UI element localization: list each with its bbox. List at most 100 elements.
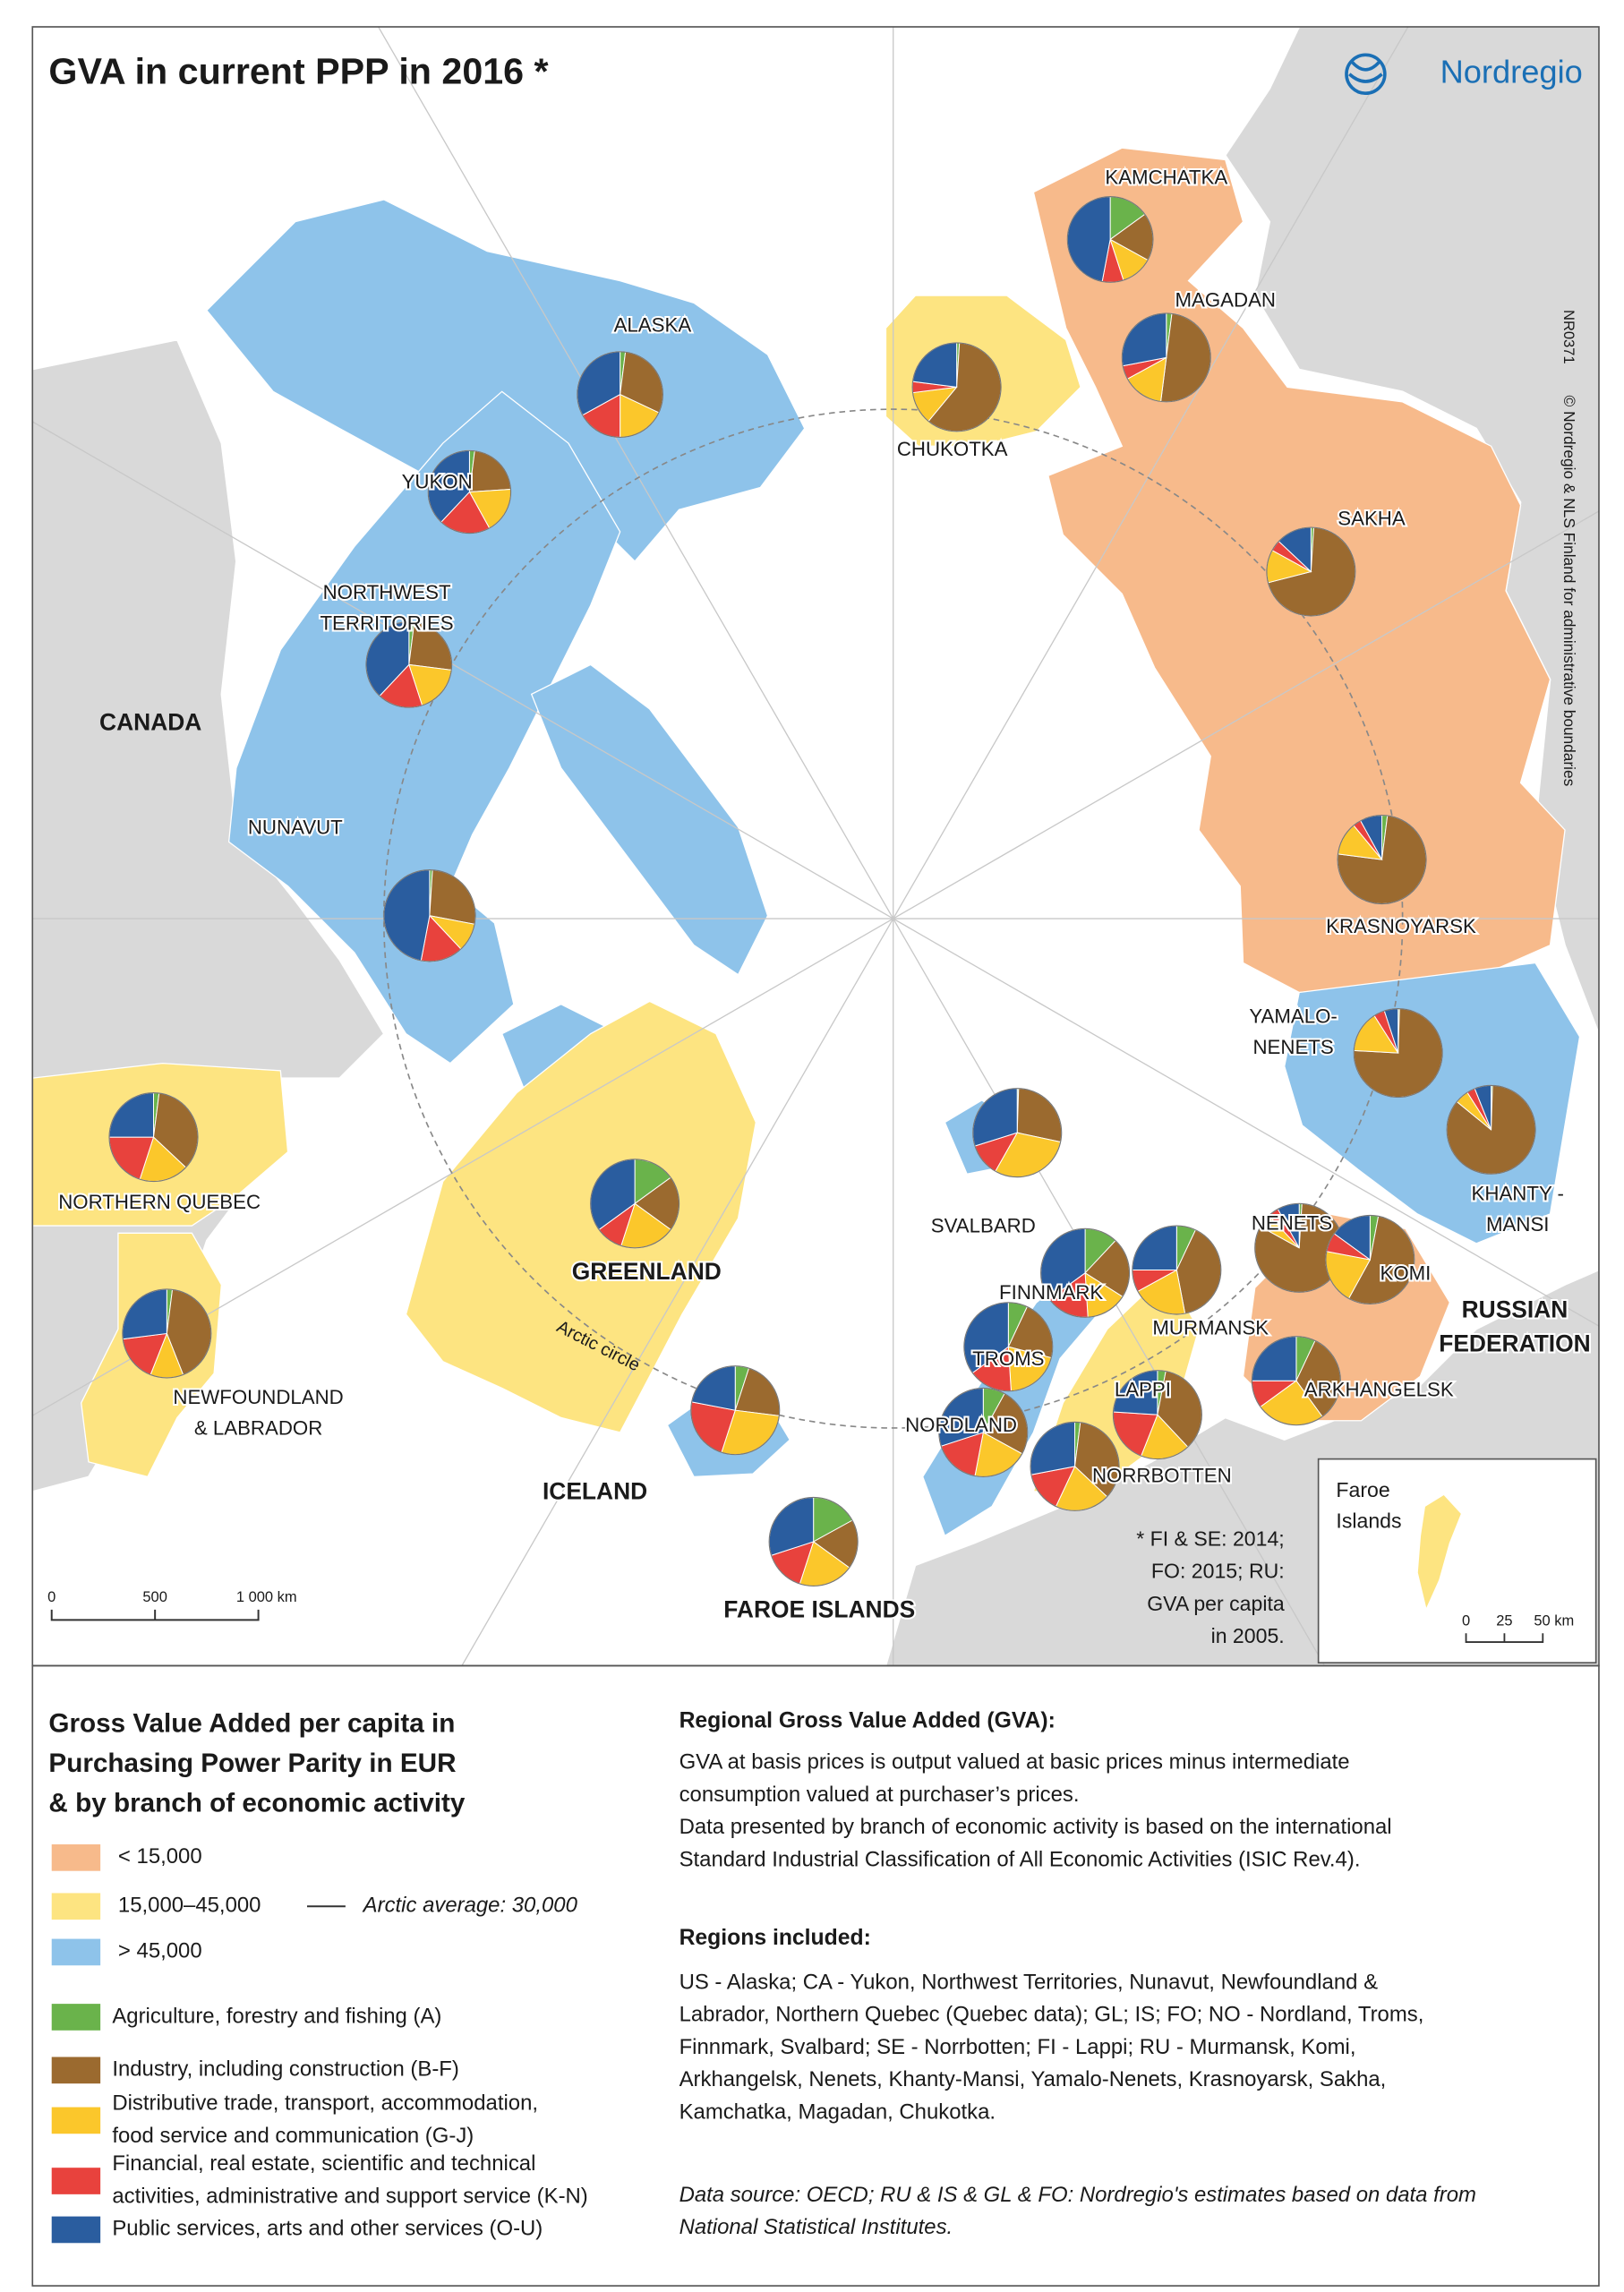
- legend-label: 15,000–45,000: [118, 1894, 261, 1918]
- pie-outline: [690, 1365, 781, 1456]
- pie-outline: [1112, 1370, 1202, 1460]
- pie-outline: [1132, 1225, 1222, 1315]
- footnote: FO: 2015; RU:: [1151, 1560, 1285, 1583]
- pie-outline: [911, 342, 1002, 432]
- region-label: YAMALO-: [1249, 1005, 1338, 1027]
- country-label: CANADA: [99, 708, 201, 735]
- inset-scale-label: 0: [1462, 1612, 1470, 1629]
- region-label: NORTHERN QUEBEC: [58, 1191, 261, 1213]
- inset-frame: [1317, 1458, 1597, 1664]
- legend-title: & by branch of economic activity: [48, 1788, 465, 1817]
- region-label: ARKHANGELSK: [1304, 1379, 1454, 1401]
- scale-label: 1 000 km: [236, 1589, 297, 1605]
- region-label: NENETS: [1252, 1211, 1332, 1234]
- region-label: NORDLAND: [905, 1414, 1017, 1436]
- region-label: NUNAVUT: [248, 816, 343, 838]
- region-label: & LABRADOR: [194, 1417, 322, 1440]
- pie-outline: [383, 869, 476, 962]
- pie-outline: [768, 1496, 859, 1587]
- legend-swatch: [51, 1938, 101, 1966]
- region-label: NEWFOUNDLAND: [173, 1386, 343, 1408]
- pie-outline: [108, 1092, 199, 1183]
- region-label: NORTHWEST: [323, 581, 451, 603]
- legend-title: Purchasing Power Parity in EUR: [48, 1749, 456, 1778]
- meridian: [32, 421, 894, 919]
- legend-swatch: [51, 2168, 101, 2194]
- pie-outline: [1353, 1008, 1443, 1099]
- content: GVA in current PPP in 2016 * Nordregio NR0…: [47, 51, 1593, 2244]
- legend-swatch: [51, 1844, 101, 1871]
- legend-swatch: [51, 2057, 101, 2084]
- pie-outline: [963, 1302, 1054, 1392]
- paragraph: US - Alaska; CA - Yukon, Northwest Terri…: [680, 1970, 1378, 1994]
- paragraph: GVA at basis prices is output valued at …: [680, 1750, 1350, 1775]
- region-area: [1416, 1493, 1463, 1612]
- paragraph: Labrador, Northern Quebec (Quebec data);…: [680, 2003, 1424, 2027]
- legend-label: Arctic average: 30,000: [362, 1894, 578, 1918]
- region-label: FAROE ISLANDS: [723, 1595, 915, 1622]
- region-label: YUKON: [402, 470, 473, 492]
- paragraph: Standard Industrial Classification of Al…: [680, 1847, 1361, 1871]
- legend-label: > 45,000: [118, 1939, 202, 1963]
- paragraph: Finnmark, Svalbard; SE - Norrbotten; FI …: [680, 2035, 1356, 2059]
- region-label: TERRITORIES: [320, 612, 453, 635]
- region-label: ICELAND: [543, 1478, 647, 1505]
- pie-outline: [938, 1387, 1029, 1477]
- legend-swatch: [51, 2004, 101, 2031]
- meridian: [893, 918, 1599, 1327]
- map-id: NR0371: [1560, 310, 1577, 363]
- region-area: [530, 663, 769, 976]
- region-label: TROMS: [972, 1347, 1044, 1370]
- pie-outline: [1266, 526, 1356, 617]
- source: Data source: OECD; RU & IS & GL & FO: No…: [680, 2183, 1476, 2207]
- pie-outline: [1040, 1227, 1131, 1318]
- paragraph: Arkhangelsk, Nenets, Khanty-Mansi, Yamal…: [680, 2067, 1387, 2091]
- footnote: in 2005.: [1211, 1624, 1285, 1647]
- region-area: [227, 390, 621, 1065]
- pie-outline: [365, 620, 453, 708]
- meridian: [893, 510, 1599, 919]
- footnote: * FI & SE: 2014;: [1136, 1527, 1284, 1550]
- pie-outline: [1066, 196, 1154, 283]
- region-label: FINNMARK: [999, 1281, 1103, 1304]
- region-area: [205, 199, 806, 562]
- pie-outline: [577, 351, 664, 439]
- country-label: FEDERATION: [1439, 1330, 1590, 1357]
- region-label: MAGADAN: [1175, 289, 1276, 312]
- meridian: [461, 918, 894, 1666]
- region-label: NORRBOTTEN: [1092, 1464, 1232, 1486]
- legend-label: Public services, arts and other services…: [112, 2217, 543, 2241]
- meridian: [32, 918, 894, 1416]
- inset-scale-label: 25: [1496, 1612, 1512, 1629]
- region-label: KOMI: [1380, 1261, 1431, 1284]
- section-heading: Regional Gross Value Added (GVA):: [680, 1709, 1056, 1733]
- pie-outline: [590, 1159, 680, 1249]
- logo-icon: [1345, 53, 1387, 96]
- scale-label: 500: [142, 1589, 167, 1605]
- pie-outline: [1251, 1336, 1341, 1426]
- region-label: CHUKOTKA: [897, 438, 1008, 460]
- region-label: SVALBARD: [931, 1215, 1036, 1237]
- pie-outline: [1337, 815, 1427, 905]
- paragraph: Kamchatka, Magadan, Chukotka.: [680, 2100, 996, 2124]
- region-label: KAMCHATKA: [1105, 167, 1227, 189]
- region-label: KHANTY -: [1472, 1182, 1564, 1204]
- legend-swatch: [51, 2107, 101, 2134]
- pie-outline: [427, 449, 512, 535]
- region-area: [405, 1000, 757, 1433]
- region-label: SAKHA: [1338, 508, 1406, 530]
- legend-title: Gross Value Added per capita in: [48, 1708, 455, 1738]
- region-label: GREENLAND: [572, 1258, 722, 1285]
- region-label: MURMANSK: [1152, 1316, 1269, 1338]
- pie-outline: [122, 1288, 212, 1379]
- legend-label: Financial, real estate, scientific and t…: [112, 2151, 535, 2176]
- legend-label: activities, administrative and support s…: [112, 2184, 587, 2208]
- section-heading: Regions included:: [680, 1926, 871, 1950]
- inset-title: Islands: [1336, 1509, 1401, 1533]
- inset-title: Faroe: [1336, 1478, 1389, 1501]
- source: National Statistical Institutes.: [680, 2215, 953, 2239]
- pie-outline: [1030, 1421, 1120, 1511]
- legend-label: Distributive trade, transport, accommoda…: [112, 2091, 538, 2116]
